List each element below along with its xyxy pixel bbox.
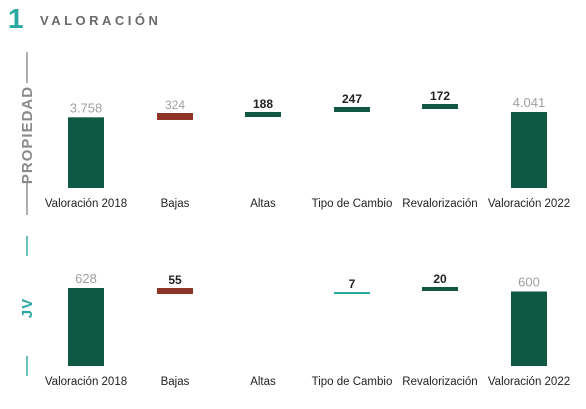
jv-delta-bar-4 (422, 287, 458, 291)
propiedad-delta-bar-1 (157, 113, 193, 120)
propiedad-category-label-5: Valoración 2022 (488, 198, 570, 210)
jv-bar-0 (68, 288, 104, 366)
jv-category-label-2: Altas (250, 376, 276, 388)
jv-category-label-3: Tipo de Cambio (312, 376, 393, 388)
jv-value-label-0: 628 (75, 271, 97, 286)
jv-panel-label: JV (19, 298, 36, 318)
propiedad-delta-bar-4 (422, 104, 458, 109)
jv-bar-5 (511, 291, 547, 366)
propiedad-category-label-3: Tipo de Cambio (312, 198, 393, 210)
propiedad-bar-0 (68, 117, 104, 188)
jv-delta-bar-3 (334, 292, 370, 294)
propiedad-category-label-4: Revalorización (402, 198, 477, 210)
jv-value-label-3: 7 (349, 277, 356, 291)
jv-category-label-5: Valoración 2022 (488, 376, 570, 388)
propiedad-category-label-2: Altas (250, 198, 276, 210)
propiedad-value-label-3: 247 (342, 92, 362, 106)
jv-value-label-1: 55 (168, 273, 182, 287)
propiedad-value-label-2: 188 (253, 97, 273, 111)
propiedad-value-label-4: 172 (430, 89, 450, 103)
propiedad-value-label-5: 4.041 (513, 95, 546, 110)
jv-value-label-5: 600 (518, 274, 540, 289)
propiedad-bar-5 (511, 112, 547, 188)
section-number: 1 (8, 3, 24, 34)
propiedad-value-label-0: 3.758 (70, 100, 103, 115)
propiedad-delta-bar-2 (245, 112, 281, 117)
jv-value-label-4: 20 (433, 272, 447, 286)
propiedad-delta-bar-3 (334, 107, 370, 112)
jv-category-label-0: Valoración 2018 (45, 376, 127, 388)
propiedad-panel-label: PROPIEDAD (19, 86, 36, 184)
section-title: VALORACIÓN (40, 13, 162, 28)
jv-category-label-4: Revalorización (402, 376, 477, 388)
jv-category-label-1: Bajas (161, 376, 190, 388)
propiedad-category-label-1: Bajas (161, 198, 190, 210)
propiedad-category-label-0: Valoración 2018 (45, 198, 127, 210)
jv-delta-bar-1 (157, 288, 193, 294)
propiedad-value-label-1: 324 (165, 98, 185, 112)
